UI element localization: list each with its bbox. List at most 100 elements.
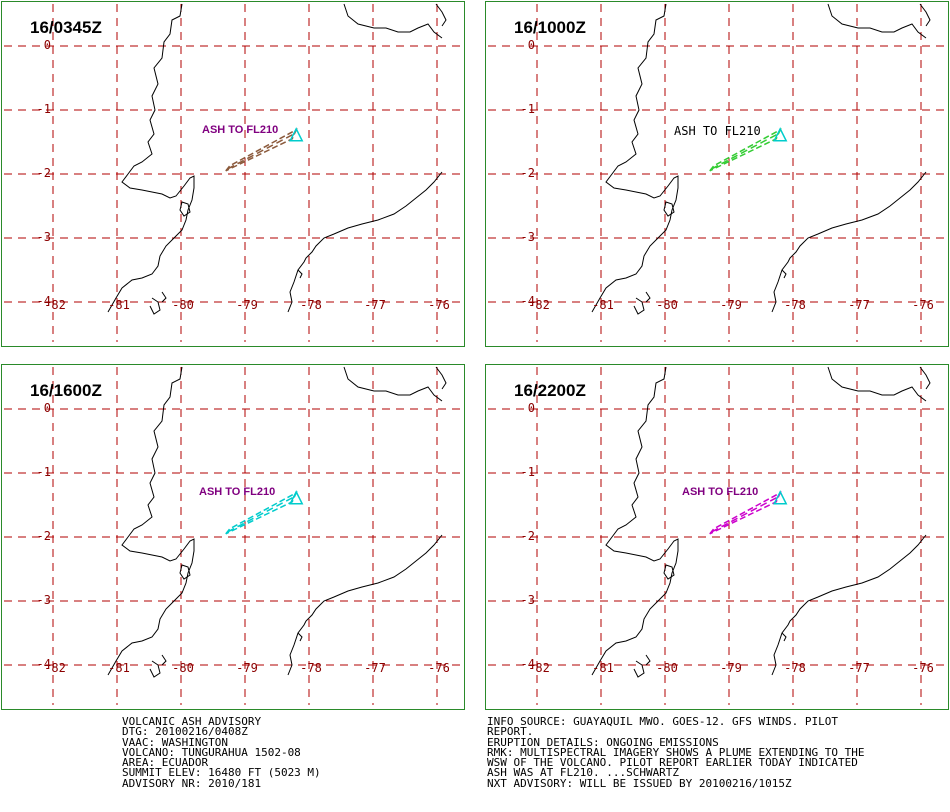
plume-outline — [225, 491, 298, 535]
advisory-text-line: VOLCANO: TUNGURAHUA 1502-08 — [122, 745, 301, 759]
longitude-tick-label: -78 — [300, 661, 322, 675]
panel-time-label: 16/1000Z — [514, 18, 586, 37]
ash-height-label: ASH TO FL210 — [199, 486, 276, 498]
coastline-path — [771, 534, 927, 676]
coastline-path — [645, 291, 651, 303]
advisory-text-line: RMK: MULTISPECTRAL IMAGERY SHOWS A PLUME… — [487, 745, 865, 759]
coastline-group — [107, 3, 447, 315]
coastline-path — [781, 269, 787, 279]
longitude-tick-label: -80 — [172, 661, 194, 675]
longitude-tick-label: -81 — [108, 661, 130, 675]
longitude-tick-label: -78 — [300, 298, 322, 312]
coastline-path — [591, 3, 679, 313]
lat-lon-grid — [4, 367, 462, 705]
longitude-tick-label: -81 — [108, 298, 130, 312]
longitude-tick-label: -76 — [912, 661, 934, 675]
coastline-path — [663, 201, 675, 217]
advisory-text-line: AREA: ECUADOR — [122, 756, 209, 770]
latitude-tick-label: -4 — [520, 657, 535, 671]
latitude-tick-label: -2 — [36, 529, 51, 543]
advisory-text-line: DTG: 20100216/0408Z — [122, 725, 248, 739]
latitude-tick-label: -1 — [36, 465, 51, 479]
ash-height-label: ASH TO FL210 — [674, 124, 761, 138]
map-canvas — [4, 3, 462, 342]
plume-inner-line — [711, 133, 779, 170]
latitude-tick-label: 0 — [527, 38, 535, 52]
longitude-tick-label: -79 — [236, 661, 258, 675]
advisory-remarks-block: INFO SOURCE: GUAYAQUIL MWO. GOES-12. GFS… — [487, 715, 865, 790]
coastline-path — [771, 171, 927, 313]
longitude-tick-label: -76 — [428, 661, 450, 675]
plume-outline — [709, 491, 782, 535]
longitude-tick-label: -79 — [720, 661, 742, 675]
latitude-tick-label: -3 — [520, 230, 535, 244]
coastline-path — [107, 3, 195, 313]
ash-plume — [225, 491, 298, 535]
ash-height-label: ASH TO FL210 — [202, 124, 279, 136]
latitude-tick-label: -2 — [36, 166, 51, 180]
latitude-tick-label: -4 — [36, 294, 51, 308]
longitude-tick-label: -80 — [656, 661, 678, 675]
map-panel-4: 16/2200Z ASH TO FL210 0 -1 -2 -3 -4 -82 -81 -80… — [485, 364, 949, 710]
longitude-tick-label: -80 — [172, 298, 194, 312]
coastline-path — [287, 534, 443, 676]
coastline-path — [179, 201, 191, 217]
coastline-path — [827, 366, 927, 402]
latitude-tick-label: -2 — [520, 529, 535, 543]
lat-lon-grid — [488, 4, 946, 342]
coastline-path — [919, 3, 931, 27]
volcano-icon — [288, 127, 304, 142]
coastline-path — [435, 3, 447, 27]
longitude-tick-label: -78 — [784, 661, 806, 675]
advisory-text-line: REPORT. — [487, 725, 534, 739]
coastline-group — [591, 366, 931, 678]
advisory-text-line: INFO SOURCE: GUAYAQUIL MWO. GOES-12. GFS… — [487, 715, 838, 728]
latitude-tick-label: -3 — [36, 230, 51, 244]
longitude-tick-label: -81 — [592, 298, 614, 312]
coastline-path — [297, 269, 303, 279]
lat-lon-grid — [4, 4, 462, 342]
longitude-tick-label: -80 — [656, 298, 678, 312]
longitude-tick-label: -76 — [428, 298, 450, 312]
longitude-tick-label: -82 — [44, 298, 66, 312]
latitude-tick-label: -3 — [520, 593, 535, 607]
longitude-tick-label: -82 — [528, 298, 550, 312]
map-panel-1: 16/0345Z ASH TO FL210 0 -1 -2 -3 -4 -82 -81 -80… — [1, 1, 465, 347]
map-panel-2: 16/1000Z ASH TO FL210 0 -1 -2 -3 -4 -82 -81 -80… — [485, 1, 949, 347]
panel-time-label: 16/2200Z — [514, 381, 586, 400]
advisory-text-line: VAAC: WASHINGTON — [122, 735, 228, 749]
longitude-tick-label: -81 — [592, 661, 614, 675]
longitude-tick-label: -79 — [720, 298, 742, 312]
advisory-text-line: ERUPTION DETAILS: ONGOING EMISSIONS — [487, 735, 719, 749]
coastline-path — [149, 297, 161, 315]
coastline-group — [591, 3, 931, 315]
advisory-text-line: ASH WAS AT FL210. ...SCHWARTZ — [487, 766, 680, 780]
latitude-tick-label: -4 — [520, 294, 535, 308]
latitude-tick-label: 0 — [43, 401, 51, 415]
map-panel-3: 16/1600Z ASH TO FL210 0 -1 -2 -3 -4 -82 -81 -80… — [1, 364, 465, 710]
map-canvas — [4, 366, 462, 705]
map-canvas — [488, 366, 946, 705]
longitude-tick-label: -77 — [364, 661, 386, 675]
volcano-icon — [772, 127, 788, 142]
coastline-path — [297, 632, 303, 642]
advisory-text-line: ADVISORY NR: 2010/181 — [122, 776, 262, 790]
volcano-icon — [288, 490, 304, 505]
longitude-tick-label: -76 — [912, 298, 934, 312]
advisory-text-line: WSW OF THE VOLCANO. PILOT REPORT EARLIER… — [487, 756, 858, 770]
latitude-tick-label: -4 — [36, 657, 51, 671]
ash-plume — [709, 491, 782, 535]
coastline-path — [827, 3, 927, 39]
coastline-path — [645, 654, 651, 666]
longitude-tick-label: -82 — [44, 661, 66, 675]
advisory-text-line: NXT ADVISORY: WILL BE ISSUED BY 20100216… — [487, 776, 792, 790]
coastline-path — [161, 654, 167, 666]
coastline-group — [107, 366, 447, 678]
latitude-tick-label: -3 — [36, 593, 51, 607]
lat-lon-grid — [488, 367, 946, 705]
advisory-header-block: VOLCANIC ASH ADVISORY DTG: 20100216/0408Z… — [122, 716, 321, 790]
coastline-path — [179, 564, 191, 580]
ash-height-label: ASH TO FL210 — [682, 486, 759, 498]
coastline-path — [919, 366, 931, 390]
longitude-tick-label: -82 — [528, 661, 550, 675]
